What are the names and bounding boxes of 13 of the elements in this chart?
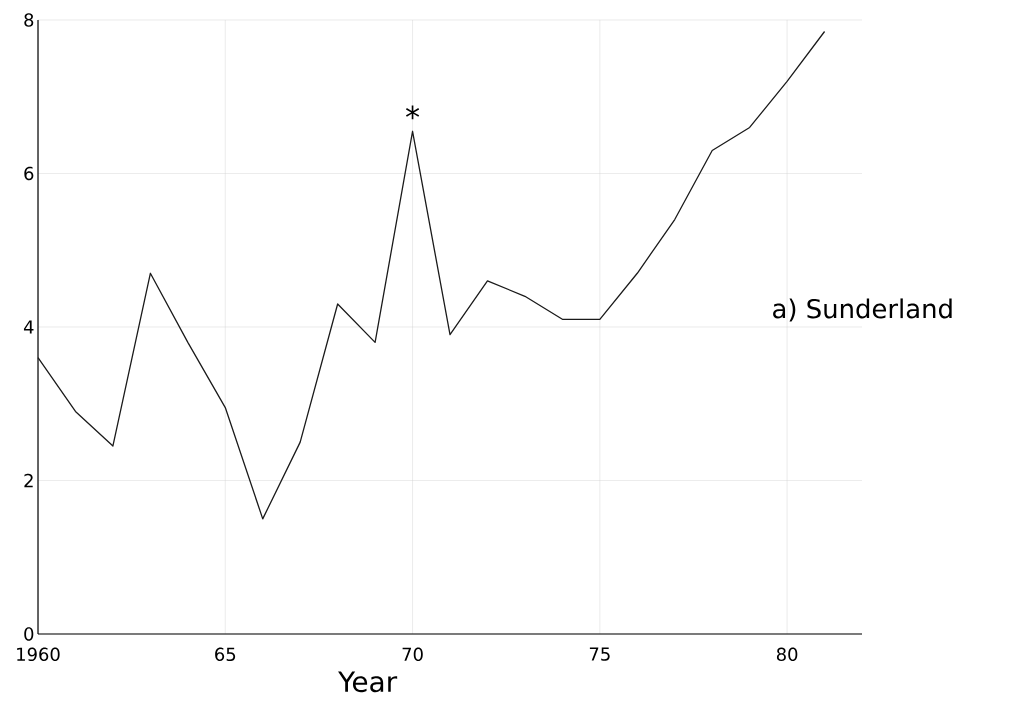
x-tick-label: 70 [402, 647, 423, 662]
y-tick-label: 6 [24, 166, 34, 181]
y-tick-label: 2 [24, 473, 33, 488]
y-tick-label: 0 [24, 627, 34, 641]
x-tick-label: 1960 [17, 647, 60, 662]
y-tick-label: 4 [23, 320, 34, 334]
annotation: a) Sunderland [773, 298, 952, 322]
y-tick-label: 8 [24, 13, 34, 27]
x-tick-label: 65 [215, 647, 236, 662]
annotation: * [405, 105, 420, 120]
x-axis-title: Year [338, 671, 398, 693]
x-tick-label: 75 [589, 647, 610, 661]
x-tick-label: 80 [776, 647, 798, 662]
